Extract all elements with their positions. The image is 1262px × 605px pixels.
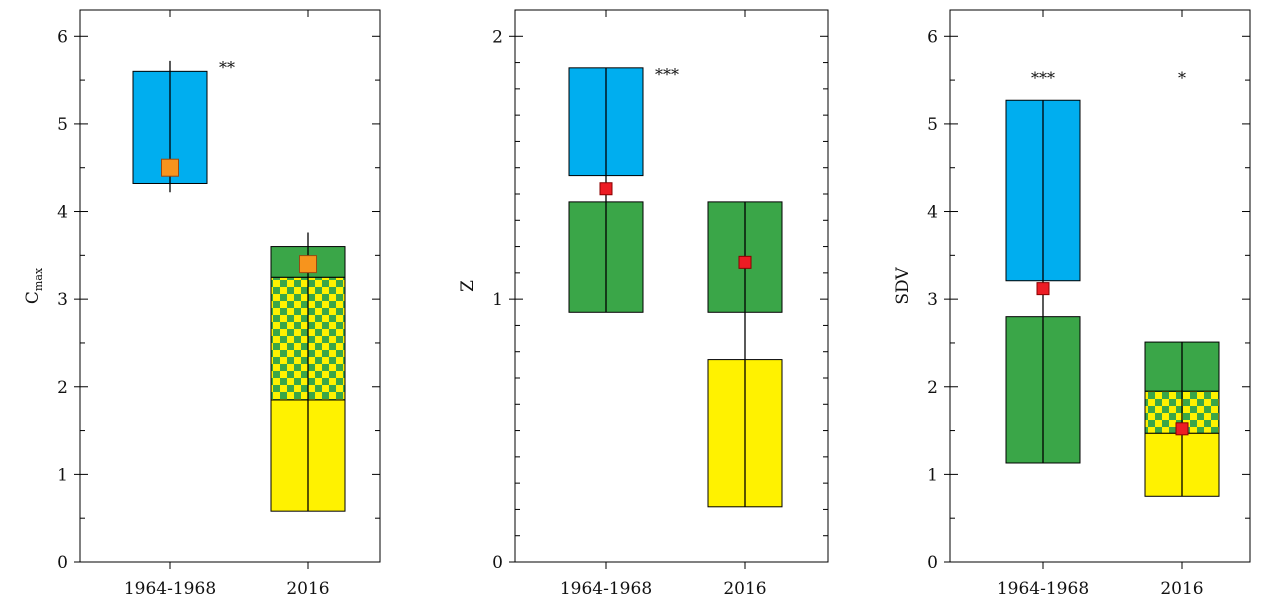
y-tick-label: 1	[927, 465, 938, 485]
x-tick-label: 1964-1968	[997, 579, 1089, 599]
y-tick-label: 6	[927, 27, 938, 47]
y-tick-label: 5	[57, 115, 68, 135]
y-axis-label: Cmax	[23, 267, 45, 304]
significance-annotation: ***	[1031, 68, 1055, 87]
plot-frame	[949, 9, 1251, 563]
significance-annotation: **	[219, 58, 235, 77]
y-tick-label: 0	[492, 553, 503, 573]
marker-1964-1968	[1036, 282, 1050, 296]
y-axis-label: SDV	[893, 267, 913, 305]
y-axis-label: Z	[458, 280, 478, 292]
y-tick-label: 0	[57, 553, 68, 573]
plot-frame	[514, 9, 829, 563]
y-tick-label: 4	[927, 203, 938, 223]
x-tick-label: 1964-1968	[124, 579, 216, 599]
x-tick-label: 2016	[1160, 579, 1203, 599]
y-tick-label: 2	[57, 378, 68, 398]
marker-2016	[299, 255, 317, 274]
y-tick-label: 3	[927, 290, 938, 310]
y-tick-label: 2	[492, 27, 503, 47]
marker-2016	[738, 255, 752, 269]
plot-frame	[79, 9, 381, 563]
marker-1964-1968	[161, 158, 179, 177]
marker-2016	[1175, 422, 1189, 436]
y-tick-label: 1	[57, 465, 68, 485]
x-tick-label: 1964-1968	[560, 579, 652, 599]
x-tick-label: 2016	[286, 579, 329, 599]
significance-annotation: *	[1178, 68, 1186, 87]
significance-annotation: ***	[655, 65, 679, 84]
y-tick-label: 4	[57, 203, 68, 223]
panel-1: ** 0 1 2 3 4 5 6 1964-1968 2016 Cmax	[23, 9, 381, 599]
y-tick-label: 2	[927, 378, 938, 398]
y-tick-label: 0	[927, 553, 938, 573]
marker-1964-1968	[599, 182, 613, 196]
y-tick-label: 3	[57, 290, 68, 310]
y-tick-label: 1	[492, 290, 503, 310]
y-tick-label: 5	[927, 115, 938, 135]
x-tick-label: 2016	[723, 579, 766, 599]
y-tick-label: 6	[57, 27, 68, 47]
panel-2: *** 0 1 2 1964-1968 2016 Z	[458, 9, 829, 599]
